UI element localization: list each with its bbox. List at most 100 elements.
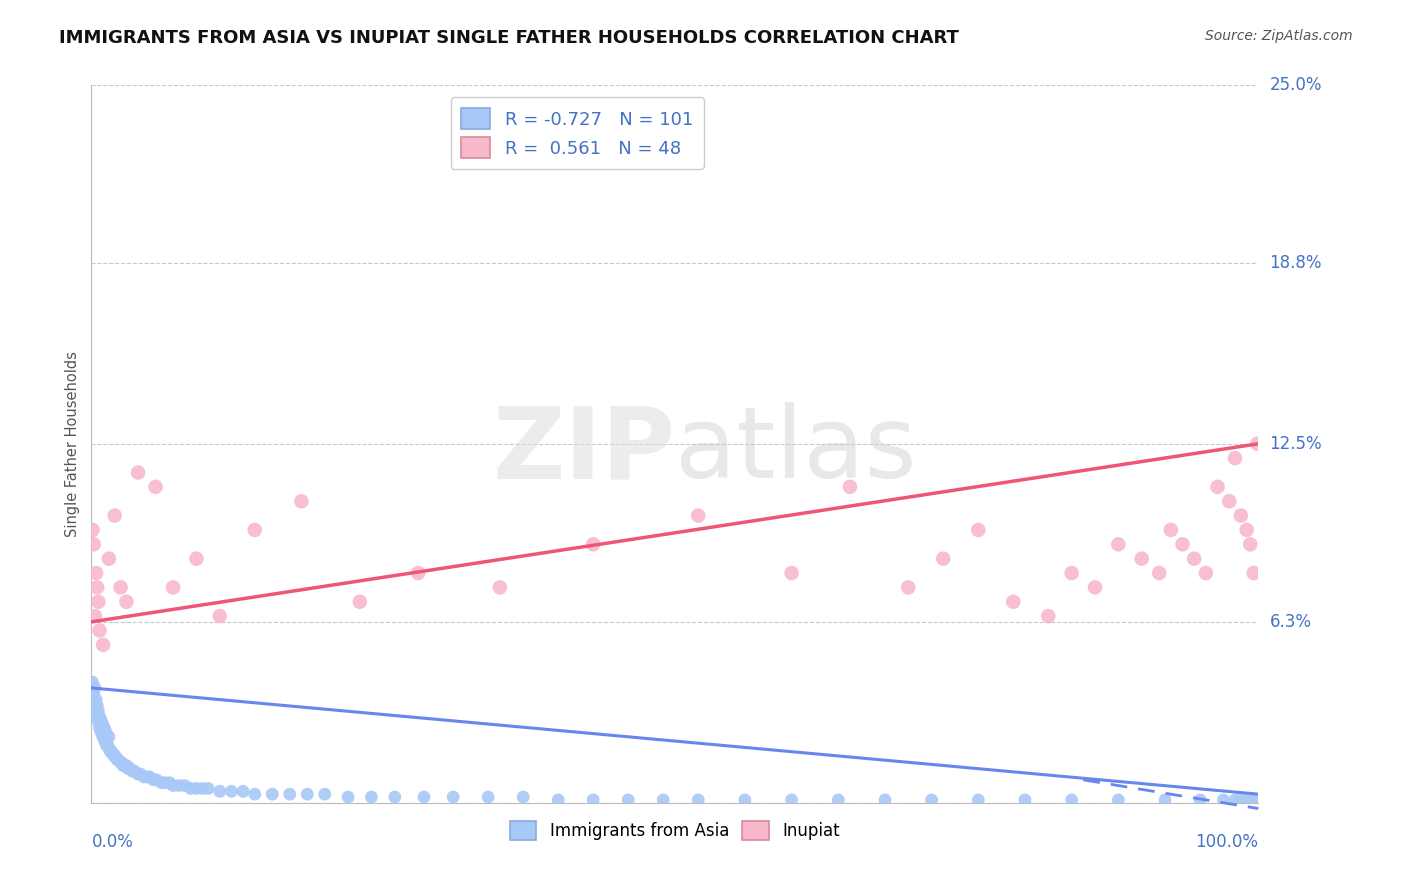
Point xyxy=(87,595,110,609)
Point xyxy=(153,775,176,789)
Point xyxy=(97,741,120,756)
Point xyxy=(150,775,173,789)
Point xyxy=(243,523,266,537)
Point xyxy=(1189,793,1212,807)
Point xyxy=(110,581,132,595)
Point xyxy=(103,747,125,761)
Point xyxy=(89,721,111,735)
Point xyxy=(107,753,129,767)
Text: atlas: atlas xyxy=(675,402,917,500)
Point xyxy=(97,551,120,566)
Point xyxy=(873,793,896,807)
Point xyxy=(104,508,127,523)
Text: 12.5%: 12.5% xyxy=(1270,434,1322,453)
Point xyxy=(142,772,165,787)
Point xyxy=(1038,609,1060,624)
Point xyxy=(96,739,118,753)
Point xyxy=(1236,793,1258,807)
Point xyxy=(1223,793,1246,807)
Point xyxy=(1182,551,1205,566)
Point xyxy=(1218,494,1240,508)
Point xyxy=(1084,581,1107,595)
Point xyxy=(89,709,111,723)
Point xyxy=(159,775,181,789)
Point xyxy=(105,753,128,767)
Text: ZIP: ZIP xyxy=(492,402,675,500)
Text: 18.8%: 18.8% xyxy=(1270,254,1322,272)
Point xyxy=(173,779,195,793)
Point xyxy=(83,695,105,709)
Point xyxy=(582,537,605,551)
Point xyxy=(83,537,105,551)
Point xyxy=(243,787,266,801)
Point xyxy=(1060,793,1083,807)
Point xyxy=(1230,793,1253,807)
Point xyxy=(136,770,159,784)
Point xyxy=(84,566,107,580)
Point xyxy=(162,581,184,595)
Y-axis label: Single Father Households: Single Father Households xyxy=(65,351,80,537)
Point xyxy=(86,709,108,723)
Point xyxy=(86,698,108,713)
Point xyxy=(512,790,534,805)
Point xyxy=(111,756,134,770)
Point xyxy=(1246,436,1268,450)
Point xyxy=(337,790,360,805)
Point xyxy=(208,609,231,624)
Point xyxy=(208,784,231,798)
Point xyxy=(1237,793,1260,807)
Point xyxy=(186,781,208,796)
Legend: Immigrants from Asia, Inupiat: Immigrants from Asia, Inupiat xyxy=(502,813,848,848)
Point xyxy=(1107,793,1129,807)
Point xyxy=(1243,566,1265,580)
Point xyxy=(115,758,138,772)
Point xyxy=(127,466,149,480)
Point xyxy=(83,609,105,624)
Point xyxy=(129,767,152,781)
Point xyxy=(117,761,139,775)
Point xyxy=(132,770,155,784)
Point xyxy=(360,790,382,805)
Point xyxy=(406,566,429,580)
Point xyxy=(191,781,214,796)
Point xyxy=(94,735,117,749)
Point xyxy=(180,781,202,796)
Point xyxy=(86,581,108,595)
Point xyxy=(932,551,955,566)
Point xyxy=(110,756,132,770)
Point xyxy=(1246,793,1268,807)
Point xyxy=(1014,793,1036,807)
Text: Source: ZipAtlas.com: Source: ZipAtlas.com xyxy=(1205,29,1353,43)
Point xyxy=(290,494,312,508)
Point xyxy=(1195,566,1218,580)
Point xyxy=(94,724,117,739)
Point xyxy=(297,787,319,801)
Point xyxy=(97,739,120,753)
Point xyxy=(780,566,803,580)
Point xyxy=(82,675,104,690)
Point xyxy=(82,523,104,537)
Point xyxy=(1154,793,1177,807)
Point xyxy=(167,779,190,793)
Point xyxy=(1107,537,1129,551)
Point xyxy=(197,781,219,796)
Point xyxy=(688,793,710,807)
Point xyxy=(827,793,849,807)
Point xyxy=(1171,537,1194,551)
Text: 6.3%: 6.3% xyxy=(1270,613,1312,631)
Point xyxy=(1247,793,1270,807)
Point xyxy=(617,793,640,807)
Point xyxy=(278,787,301,801)
Point xyxy=(90,713,112,727)
Point xyxy=(734,793,756,807)
Point xyxy=(1130,551,1153,566)
Point xyxy=(87,715,110,730)
Point xyxy=(1230,508,1253,523)
Point xyxy=(221,784,243,798)
Point xyxy=(127,767,149,781)
Point xyxy=(1002,595,1025,609)
Point xyxy=(547,793,569,807)
Point xyxy=(780,793,803,807)
Point xyxy=(413,790,436,805)
Point xyxy=(186,551,208,566)
